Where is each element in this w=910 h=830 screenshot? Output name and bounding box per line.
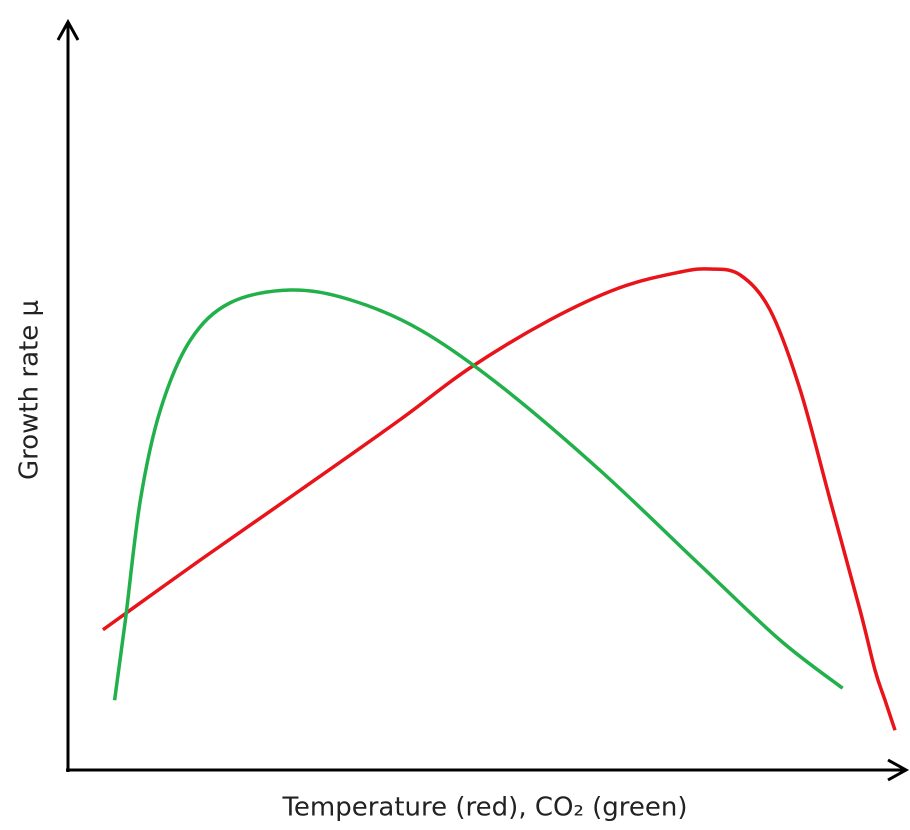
series-line bbox=[112, 288, 844, 701]
axes bbox=[56, 18, 910, 782]
x-axis-label: Temperature (red), CO₂ (green) bbox=[281, 793, 687, 823]
series-line bbox=[101, 267, 897, 731]
y-axis-arrow bbox=[56, 18, 80, 41]
y-axis-label: Growth rate μ bbox=[15, 300, 45, 480]
x-axis-arrow bbox=[887, 758, 910, 782]
